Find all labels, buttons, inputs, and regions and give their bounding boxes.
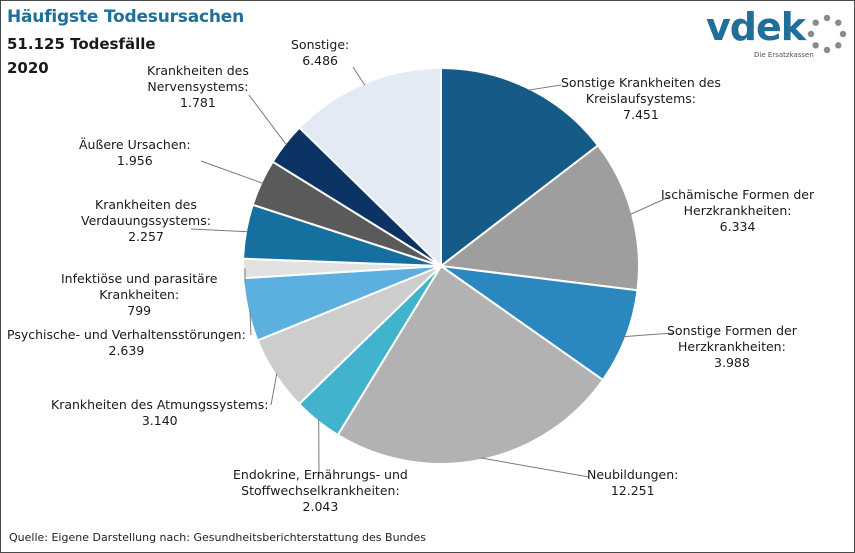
slice-value: 6.486	[302, 53, 339, 68]
chart-title: Häufigste Todesursachen	[7, 7, 245, 27]
slice-value: 7.451	[623, 107, 659, 122]
slice-value: 799	[127, 303, 152, 318]
slice-value: 2.639	[108, 343, 145, 358]
leader-line	[629, 196, 670, 215]
slice-value: 12.251	[610, 483, 655, 498]
slice-label-text: Krankheiten des	[95, 197, 197, 212]
slice-label-text: Krankheiten:	[99, 287, 180, 302]
slice-label-text: Verdauungssystems:	[81, 213, 211, 228]
slice-label: Sonstige Krankheiten des Kreislaufsystems…	[561, 75, 721, 123]
slice-label-text: Krankheiten des Atmungssystems:	[51, 397, 269, 412]
slice-label-text: Sonstige:	[291, 37, 350, 52]
slice-label-text: Endokrine, Ernährungs- und	[233, 467, 408, 482]
slice-value: 2.043	[302, 499, 339, 514]
slice-value: 2.257	[128, 229, 164, 244]
slice-label-text: Stoffwechselkrankheiten:	[241, 483, 400, 498]
pie-slice	[440, 66, 600, 269]
slice-label-text: Infektiöse und parasitäre	[61, 271, 218, 286]
leader-line	[527, 84, 562, 91]
slice-label-text: Sonstige Krankheiten des	[561, 75, 721, 90]
leader-line	[200, 160, 264, 184]
slice-label: Psychische- und Verhaltensstörungen: 2.63…	[7, 327, 246, 359]
slice-label-text: Äußere Ursachen:	[79, 137, 191, 152]
slice-value: 3.988	[714, 355, 750, 370]
slice-label: Endokrine, Ernährungs- und Stoffwechselkr…	[233, 467, 408, 515]
leader-line	[623, 332, 674, 338]
chart-year: 2020	[7, 59, 49, 77]
slice-label: Sonstige: 6.486	[291, 37, 349, 69]
leader-line	[270, 373, 278, 406]
slice-value: 6.334	[719, 219, 756, 234]
leader-line	[249, 309, 252, 336]
slice-value: 1.781	[180, 95, 216, 110]
slice-label-text: Krankheiten des	[147, 63, 249, 78]
chart-subtitle: 51.125 Todesfälle	[7, 35, 156, 53]
slice-label: Ischämische Formen der Herzkrankheiten: 6.…	[661, 187, 814, 235]
leader-line	[190, 228, 249, 233]
slice-label-text: Nervensystems:	[147, 79, 249, 94]
slice-label-text: Sonstige Formen der	[667, 323, 797, 338]
logo-wordmark: vdek	[706, 5, 806, 49]
leader-line	[480, 457, 590, 478]
vdek-logo: vdek Die Ersatzkassen	[706, 5, 851, 65]
leader-line	[248, 94, 288, 146]
slice-value: 1.956	[116, 153, 153, 168]
slice-label-text: Herzkrankheiten:	[678, 339, 786, 354]
slice-label: Sonstige Formen der Herzkrankheiten: 3.988	[667, 323, 797, 371]
pie-slice	[440, 265, 639, 382]
source-note: Quelle: Eigene Darstellung nach: Gesundh…	[9, 531, 427, 544]
pie-slice	[336, 264, 605, 465]
logo-tagline: Die Ersatzkassen	[754, 51, 814, 59]
logo-ring-icon	[807, 14, 847, 54]
slice-label-text: Psychische- und Verhaltensstörungen:	[7, 327, 246, 342]
slice-label: Krankheiten des Atmungssystems: 3.140	[51, 397, 268, 429]
slice-label: Neubildungen: 12.251	[587, 467, 678, 499]
slice-label-text: Neubildungen:	[587, 467, 679, 482]
slice-label-text: Kreislaufsystems:	[585, 91, 696, 106]
slice-label: Infektiöse und parasitäre Krankheiten: 799	[61, 271, 217, 319]
slice-label-text: Herzkrankheiten:	[683, 203, 792, 218]
leader-line	[352, 66, 366, 86]
slice-value: 3.140	[141, 413, 178, 428]
slice-label: Krankheiten des Verdauungssystems: 2.257	[81, 197, 211, 245]
slice-label: Krankheiten des Nervensystems: 1.781	[147, 63, 249, 111]
slice-label-text: Ischämische Formen der	[661, 187, 815, 202]
slice-label: Äußere Ursachen: 1.956	[79, 137, 191, 169]
